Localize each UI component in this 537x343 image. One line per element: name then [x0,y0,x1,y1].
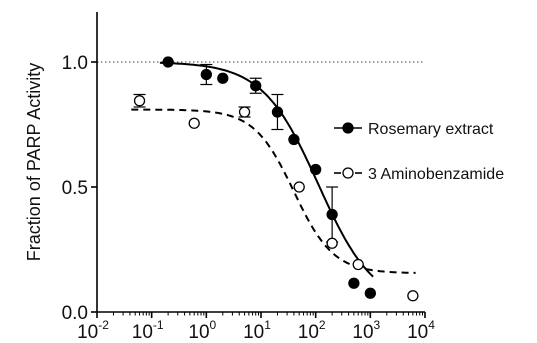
data-point-series-0-5 [288,133,300,146]
fit-curve-series-1 [131,108,416,274]
data-point-series-1-5 [352,258,364,271]
x-tick-label: 104 [407,318,435,343]
x-tick-label: 103 [352,318,380,343]
x-tick-label: 101 [243,318,271,343]
axes: 0.0 0.5 1.0 10-2 10-1 100 101 102 103 104 Fraction… [24,12,435,343]
data-point-series-1-1 [188,117,200,129]
data-point-series-1-6 [407,290,419,302]
legend: Rosemary extract 3 Aminobenzamide [334,121,504,183]
legend-marker-series-1 [342,167,354,179]
y-tick-label: 0.0 [62,303,88,324]
data-point-series-0-1 [200,68,212,81]
legend-label-series-1: 3 Aminobenzamide [368,166,504,183]
data-point-series-1-2 [238,106,251,118]
y-tick-label: 0.5 [62,178,88,199]
y-axis-title: Fraction of PARP Activity [24,63,44,261]
data-point-series-1-3 [293,181,305,193]
legend-marker-series-0 [342,122,354,134]
plot-area [97,56,425,302]
fit-curve-series-0 [159,61,374,278]
data-point-series-0-6 [310,163,322,176]
data-point-series-0-0 [162,56,174,68]
data-point-series-1-0 [133,95,146,107]
x-tick-label: 10-1 [132,318,164,343]
legend-label-series-0: Rosemary extract [368,121,494,138]
x-tick-label: 10-2 [77,318,109,343]
data-point-series-1-4 [326,237,338,249]
x-tick-label: 100 [188,318,216,343]
data-point-series-0-7 [326,208,338,221]
data-point-series-0-4 [271,106,284,118]
y-tick-label: 1.0 [62,53,88,74]
data-point-series-0-2 [217,72,229,84]
x-tick-label: 102 [298,318,326,343]
data-point-series-0-3 [250,80,262,92]
data-point-series-0-9 [364,287,376,299]
data-point-series-0-8 [348,277,360,289]
